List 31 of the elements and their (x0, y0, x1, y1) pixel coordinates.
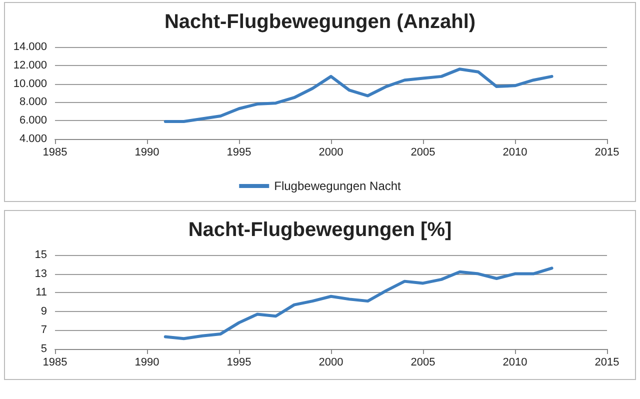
chart-title: Nacht-Flugbewegungen (Anzahl) (164, 11, 476, 33)
x-tick-label: 2005 (410, 356, 436, 368)
line-series (164, 266, 554, 340)
x-tick-label: 2000 (318, 356, 344, 368)
y-tick-label: 7 (40, 324, 47, 336)
x-tick-label: 2000 (318, 146, 344, 158)
y-tick-label: 8.000 (19, 96, 47, 108)
y-tick-label: 12.000 (13, 59, 47, 72)
x-tick-label: 2010 (502, 146, 528, 158)
chart-title: Nacht-Flugbewegungen [%] (188, 219, 452, 241)
x-tick-label: 1990 (134, 146, 160, 158)
x-tick-label: 2005 (410, 146, 436, 158)
line-series (164, 68, 554, 124)
y-tick-label: 6.000 (19, 114, 47, 127)
x-tick-label: 1995 (226, 356, 252, 368)
x-tick-label: 2010 (502, 356, 528, 368)
y-tick-label: 13 (34, 268, 47, 280)
x-tick-label: 1985 (42, 146, 68, 158)
x-tick-label: 1990 (134, 356, 160, 368)
y-tick-label: 11 (36, 286, 47, 299)
y-tick-label: 9 (40, 305, 47, 318)
x-tick-label: 1985 (42, 356, 68, 368)
y-tick-label: 5 (40, 343, 47, 355)
x-tick-label: 2015 (594, 146, 620, 158)
legend-label: Flugbewegungen Nacht (274, 179, 402, 193)
y-tick-label: 4.000 (19, 133, 47, 145)
y-tick-label: 10.000 (13, 78, 47, 90)
x-tick-label: 1995 (226, 146, 252, 158)
y-tick-label: 14.000 (13, 41, 47, 53)
y-tick-label: 15 (34, 249, 47, 261)
x-tick-label: 2015 (594, 356, 620, 368)
